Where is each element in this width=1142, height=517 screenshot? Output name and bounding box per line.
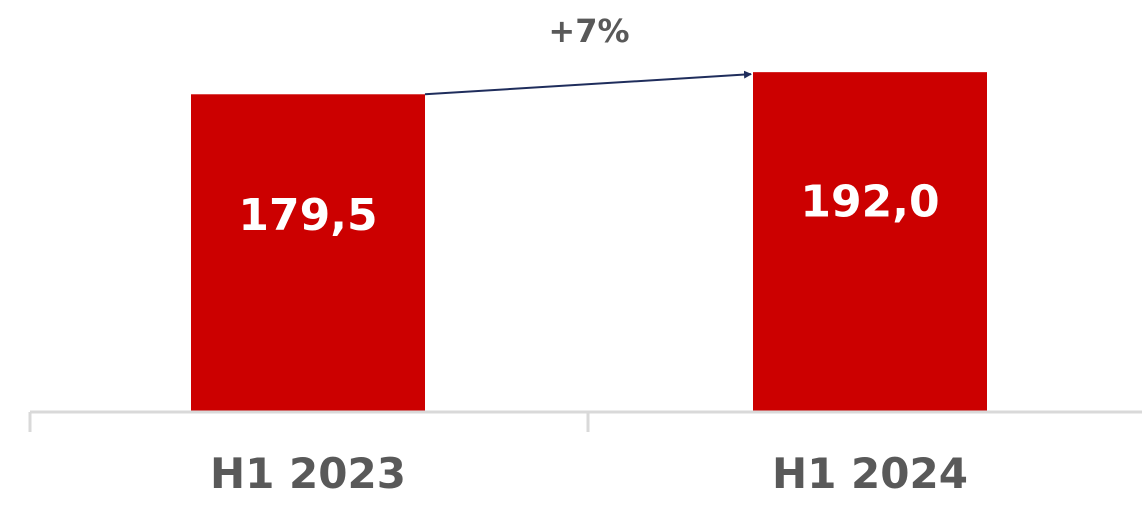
annotation-layer: +7% bbox=[424, 12, 752, 96]
category-label: H1 2024 bbox=[772, 449, 968, 498]
bar-h1-2023 bbox=[191, 94, 425, 412]
growth-arrow bbox=[424, 70, 752, 96]
bars-layer bbox=[191, 72, 987, 412]
labels-layer: 179,5 192,0 H1 2023 H1 2024 bbox=[210, 176, 968, 498]
bar-h1-2024 bbox=[753, 72, 987, 412]
bar-value-label: 179,5 bbox=[238, 190, 377, 241]
category-label: H1 2023 bbox=[210, 449, 406, 498]
growth-label: +7% bbox=[548, 12, 629, 50]
bar-value-label: 192,0 bbox=[800, 176, 939, 227]
axis-layer bbox=[28, 410, 1142, 432]
